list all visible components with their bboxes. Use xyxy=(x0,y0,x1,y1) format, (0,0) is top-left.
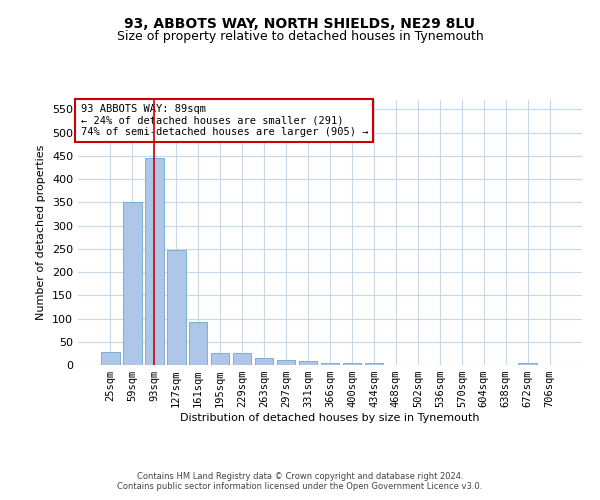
Text: Contains public sector information licensed under the Open Government Licence v3: Contains public sector information licen… xyxy=(118,482,482,491)
Bar xyxy=(343,362,361,365)
Bar xyxy=(233,354,251,365)
Text: Contains HM Land Registry data © Crown copyright and database right 2024.: Contains HM Land Registry data © Crown c… xyxy=(137,472,463,481)
Bar xyxy=(189,322,208,365)
Text: 93 ABBOTS WAY: 89sqm
← 24% of detached houses are smaller (291)
74% of semi-deta: 93 ABBOTS WAY: 89sqm ← 24% of detached h… xyxy=(80,104,368,137)
Bar xyxy=(101,352,119,365)
X-axis label: Distribution of detached houses by size in Tynemouth: Distribution of detached houses by size … xyxy=(180,413,480,423)
Bar xyxy=(211,354,229,365)
Bar xyxy=(123,202,142,365)
Bar xyxy=(299,362,317,365)
Y-axis label: Number of detached properties: Number of detached properties xyxy=(37,145,46,320)
Bar xyxy=(365,362,383,365)
Text: 93, ABBOTS WAY, NORTH SHIELDS, NE29 8LU: 93, ABBOTS WAY, NORTH SHIELDS, NE29 8LU xyxy=(125,18,476,32)
Bar xyxy=(518,362,537,365)
Bar xyxy=(255,358,274,365)
Bar xyxy=(167,250,185,365)
Bar xyxy=(320,362,340,365)
Bar xyxy=(277,360,295,365)
Text: Size of property relative to detached houses in Tynemouth: Size of property relative to detached ho… xyxy=(116,30,484,43)
Bar xyxy=(145,158,164,365)
